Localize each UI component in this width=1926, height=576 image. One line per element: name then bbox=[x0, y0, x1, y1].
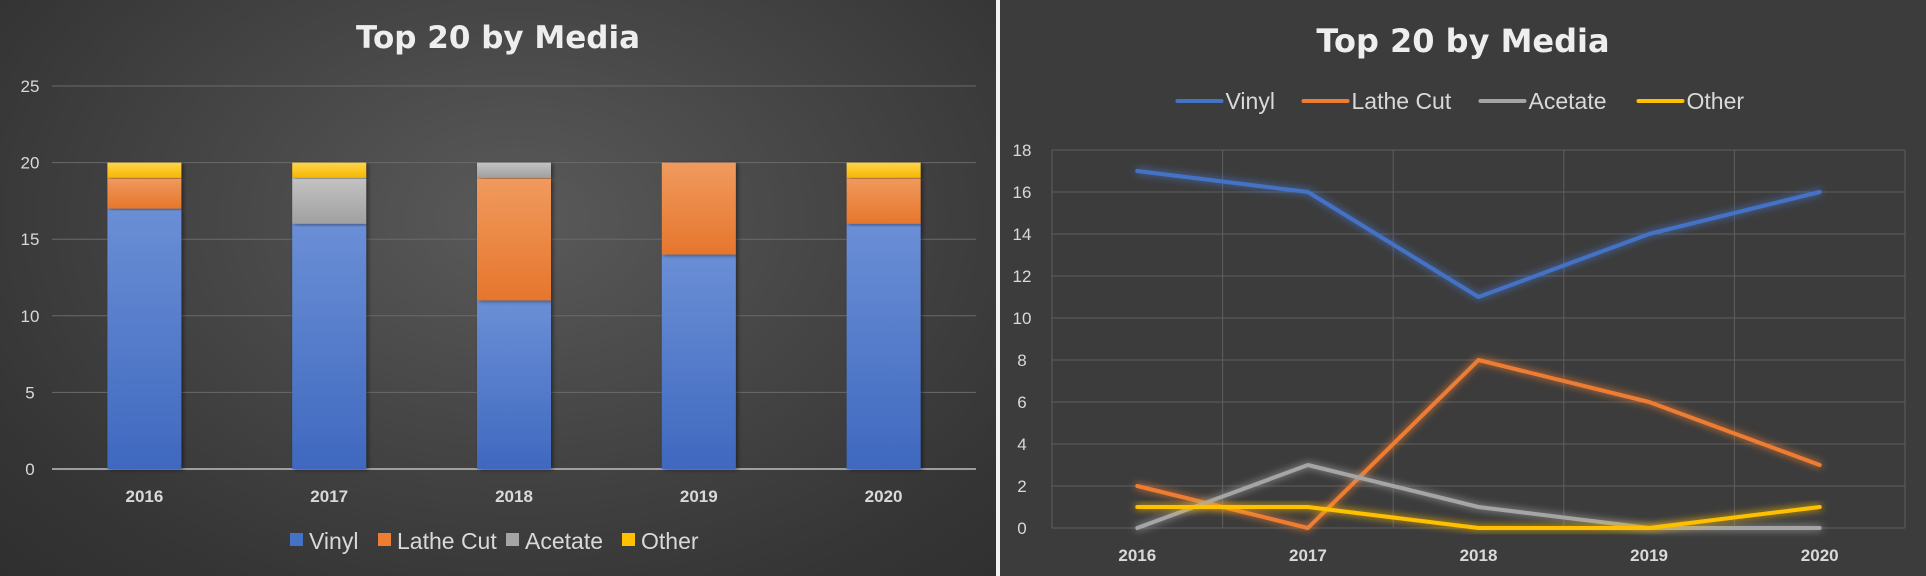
line-marks bbox=[1135, 169, 1822, 530]
line-legend-label-other: Other bbox=[1687, 88, 1745, 114]
bar-x-label-2018: 2018 bbox=[495, 487, 533, 506]
bar-segment-other-2020 bbox=[846, 162, 921, 178]
bar-x-label-2017: 2017 bbox=[310, 487, 348, 506]
bar-segment-lathe-cut-2020 bbox=[846, 177, 921, 224]
bar-legend-swatch-lathe-cut bbox=[378, 533, 391, 546]
bar-legend-swatch-vinyl bbox=[290, 533, 303, 546]
bar-legend-label-lathe-cut: Lathe Cut bbox=[397, 528, 497, 554]
bar-legend-label-other: Other bbox=[641, 528, 699, 554]
bar-y-tick-label: 20 bbox=[21, 154, 40, 173]
bar-segment-vinyl-2019 bbox=[661, 254, 736, 469]
line-y-tick-label: 16 bbox=[1013, 183, 1032, 202]
bar-y-tick-label: 15 bbox=[21, 230, 40, 249]
bar-legend-swatch-other bbox=[622, 533, 635, 546]
bar-legend: Vinyl Lathe Cut Acetate Other bbox=[290, 528, 699, 554]
line-legend-label-acetate: Acetate bbox=[1529, 88, 1607, 114]
bar-segment-vinyl-2017 bbox=[292, 223, 367, 469]
bar-segment-vinyl-2020 bbox=[846, 223, 921, 469]
line-y-tick-label: 14 bbox=[1013, 225, 1032, 244]
bar-x-label-2016: 2016 bbox=[125, 487, 163, 506]
line-x-label-2017: 2017 bbox=[1289, 546, 1327, 565]
line-y-axis-ticks: 0 2 4 6 8 10 12 14 16 18 bbox=[1013, 141, 1032, 538]
line-chart: Top 20 by Media Vinyl Lathe Cut Acetate Oth… bbox=[1013, 22, 1906, 565]
bar-legend-label-acetate: Acetate bbox=[525, 528, 603, 554]
bar-segment-lathe-cut-2019 bbox=[661, 162, 736, 255]
line-y-tick-label: 6 bbox=[1017, 393, 1026, 412]
line-legend-label-lathe-cut: Lathe Cut bbox=[1352, 88, 1452, 114]
line-series-vinyl bbox=[1135, 169, 1822, 299]
bar-chart-title: Top 20 by Media bbox=[356, 20, 640, 56]
line-x-label-2016: 2016 bbox=[1118, 546, 1156, 565]
panel-divider bbox=[996, 0, 1000, 576]
line-x-label-2018: 2018 bbox=[1460, 546, 1498, 565]
line-chart-title: Top 20 by Media bbox=[1316, 22, 1609, 60]
line-series-acetate bbox=[1135, 463, 1822, 530]
bar-y-tick-label: 25 bbox=[21, 77, 40, 96]
line-y-tick-label: 12 bbox=[1013, 267, 1032, 286]
bar-y-tick-label: 0 bbox=[25, 460, 34, 479]
line-series-other bbox=[1135, 505, 1822, 530]
line-y-tick-label: 4 bbox=[1017, 435, 1026, 454]
line-y-tick-label: 8 bbox=[1017, 351, 1026, 370]
bar-marks bbox=[107, 162, 921, 469]
line-x-label-2020: 2020 bbox=[1801, 546, 1839, 565]
line-y-tick-label: 0 bbox=[1017, 519, 1026, 538]
line-y-tick-label: 10 bbox=[1013, 309, 1032, 328]
line-y-tick-label: 2 bbox=[1017, 477, 1026, 496]
stacked-bar-chart-panel: Top 20 by Media 0 5 10 15 20 25 2016 2017 2018 2… bbox=[0, 0, 996, 576]
bar-segment-other-2016 bbox=[107, 162, 182, 178]
bar-segment-lathe-cut-2018 bbox=[477, 177, 551, 301]
bar-segment-vinyl-2018 bbox=[477, 300, 551, 469]
bar-x-label-2019: 2019 bbox=[680, 487, 718, 506]
line-legend-label-vinyl: Vinyl bbox=[1226, 88, 1275, 114]
bar-segment-acetate-2017 bbox=[292, 177, 367, 224]
line-x-label-2019: 2019 bbox=[1630, 546, 1668, 565]
line-x-axis-labels: 2016 2017 2018 2019 2020 bbox=[1118, 546, 1838, 565]
bar-y-tick-label: 5 bbox=[25, 383, 34, 402]
bar-legend-label-vinyl: Vinyl bbox=[309, 528, 358, 554]
line-chart-panel: Top 20 by Media Vinyl Lathe Cut Acetate Oth… bbox=[1000, 0, 1926, 576]
bar-x-axis-labels: 2016 2017 2018 2019 2020 bbox=[125, 487, 902, 506]
bar-segment-acetate-2018 bbox=[477, 162, 551, 178]
line-gridlines bbox=[1051, 149, 1906, 529]
line-y-tick-label: 18 bbox=[1013, 141, 1032, 160]
bar-x-label-2020: 2020 bbox=[865, 487, 903, 506]
bar-segment-vinyl-2016 bbox=[107, 208, 182, 469]
bar-segment-other-2017 bbox=[292, 162, 367, 178]
line-series-lathe-cut bbox=[1135, 358, 1822, 530]
bar-y-tick-label: 10 bbox=[21, 307, 40, 326]
bar-segment-lathe-cut-2016 bbox=[107, 177, 182, 209]
bar-legend-swatch-acetate bbox=[506, 533, 519, 546]
bar-y-axis-ticks: 0 5 10 15 20 25 bbox=[21, 77, 40, 479]
line-legend: Vinyl Lathe Cut Acetate Other bbox=[1175, 88, 1745, 114]
